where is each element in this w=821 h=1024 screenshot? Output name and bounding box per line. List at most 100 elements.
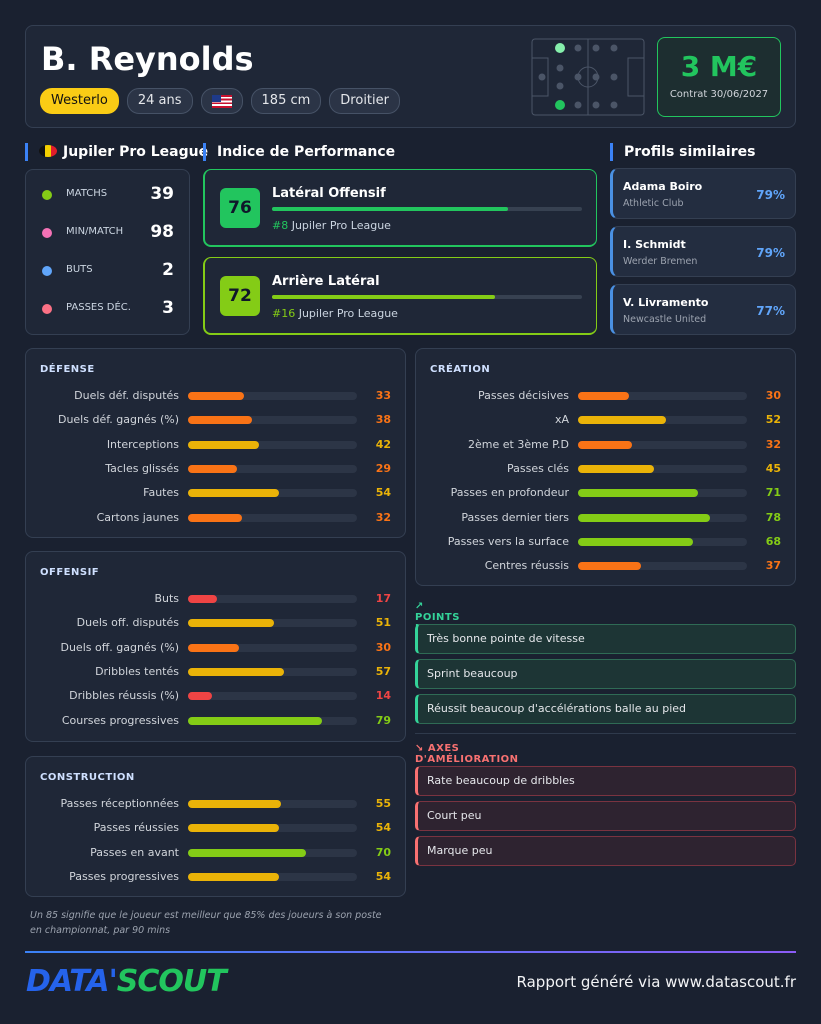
bar — [578, 513, 710, 522]
tags: Westerlo 24 ans 185 cm Droitier — [40, 88, 400, 114]
league-card: MATCHS 39 MIN/MATCH 98 BUTS 2 PASSES DÉC. 3 — [25, 169, 190, 335]
section-title: CRÉATION — [430, 364, 491, 375]
section-title: DÉFENSE — [40, 364, 95, 375]
similar-club: Athletic Club — [623, 198, 684, 209]
bar — [188, 595, 217, 603]
stat-value: 29 — [375, 461, 391, 475]
similar-card: Adama Boiro Athletic Club 79% — [610, 168, 796, 219]
stat-panel: CRÉATION Passes décisives 30 xA 52 2ème et 3è… — [415, 348, 796, 586]
logo: DATA'SCOUT — [26, 964, 227, 999]
stat-label: PASSES DÉC. — [66, 302, 131, 313]
stat-value: 42 — [375, 437, 391, 451]
similar-name: V. Livramento — [623, 296, 709, 309]
stat-value: 51 — [375, 616, 391, 630]
stat-label: Dribbles tentés — [95, 664, 179, 678]
stat-value: 32 — [375, 510, 391, 524]
bar — [578, 562, 641, 571]
similar-name: Adama Boiro — [623, 180, 703, 193]
score: 76 — [220, 188, 260, 228]
bar-track — [188, 489, 357, 498]
bar — [188, 824, 280, 833]
stat-label: Passes en profondeur — [450, 486, 569, 500]
section-title: OFFENSIF — [40, 567, 100, 578]
stat-label: Duels off. gagnés (%) — [60, 640, 179, 654]
stat-value: 98 — [150, 222, 174, 242]
performance-title: Indice de Performance — [203, 143, 395, 161]
stat-label: Buts — [154, 592, 179, 605]
tag: Westerlo — [40, 88, 119, 114]
tag: 185 cm — [250, 88, 322, 114]
stat-label: Passes clés — [507, 461, 569, 475]
bar-track — [188, 848, 357, 857]
bar-track — [188, 800, 357, 808]
bar — [578, 440, 633, 449]
stat-value: 79 — [375, 713, 391, 727]
stat-label: Passes vers la surface — [447, 534, 569, 548]
list-title: AXES D'AMÉLIORATION — [415, 743, 519, 765]
similar-card: I. Schmidt Werder Bremen 79% — [610, 226, 796, 277]
bar — [188, 440, 259, 449]
stat-value: 71 — [765, 486, 781, 500]
score-bar — [272, 207, 508, 211]
logo-left: DATA' — [26, 964, 118, 999]
score-track — [272, 295, 582, 299]
league-title: Jupiler Pro League — [63, 144, 209, 160]
stat-label: Passes réceptionnées — [60, 797, 180, 810]
stat-label: Interceptions — [106, 437, 179, 451]
rank: #16 — [272, 307, 296, 320]
stat-label: Duels déf. disputés — [74, 389, 179, 402]
stat-label: Dribbles réussis (%) — [69, 689, 179, 703]
list-heading: ↘ AXES D'AMÉLIORATION — [415, 743, 519, 765]
list-item: Marque peu — [415, 836, 796, 866]
bar — [188, 667, 285, 676]
bar-track — [578, 464, 747, 473]
bar-track — [188, 595, 357, 603]
bar — [188, 416, 253, 425]
stat-label: Passes décisives — [478, 389, 569, 402]
bar-track — [188, 392, 357, 400]
stat-value: 30 — [375, 640, 391, 654]
pitch — [531, 38, 645, 116]
similar-club: Newcastle United — [623, 314, 707, 325]
list-item: Réussit beaucoup d'accélérations balle a… — [415, 694, 796, 724]
stat-value: 33 — [375, 389, 391, 402]
stat-value: 54 — [375, 869, 391, 883]
bar-track — [578, 562, 747, 571]
logo-right: SCOUT — [116, 964, 227, 999]
stat-label: Passes dernier tiers — [461, 510, 569, 524]
bar-track — [188, 667, 357, 676]
bar — [188, 848, 307, 857]
stat-label: MIN/MATCH — [66, 226, 124, 237]
stat-value: 3 — [162, 298, 174, 318]
stat-label: xA — [554, 413, 569, 427]
stat-label: Centres réussis — [484, 559, 569, 573]
bar — [578, 392, 629, 400]
list-item: Très bonne pointe de vitesse — [415, 624, 796, 654]
section-title: CONSTRUCTION — [40, 772, 135, 783]
stat-value: 32 — [765, 437, 781, 451]
market-value: 3 M€ — [680, 50, 758, 83]
stat-value: 52 — [765, 413, 781, 427]
player-name: B. Reynolds — [41, 40, 254, 78]
rank-line: #8 Jupiler Pro League — [272, 219, 391, 232]
stat-icon — [42, 190, 52, 200]
stat-value: 54 — [375, 821, 391, 835]
stat-label: Passes réussies — [93, 821, 179, 835]
bar — [578, 464, 655, 473]
stat-value: 68 — [765, 534, 781, 548]
stat-label: Tacles glissés — [105, 461, 179, 475]
role: Latéral Offensif — [272, 186, 386, 201]
bar — [188, 800, 281, 808]
stat-label: Courses progressives — [61, 713, 179, 727]
bar — [578, 537, 693, 546]
score: 72 — [220, 276, 260, 316]
bar-track — [188, 692, 357, 701]
bar-track — [188, 716, 357, 725]
role: Arrière Latéral — [272, 274, 380, 289]
score-bar — [272, 295, 496, 299]
contract: Contrat 30/06/2027 — [669, 89, 769, 100]
similar-match: 79% — [756, 246, 785, 260]
bar — [188, 619, 275, 628]
stat-value: 57 — [375, 664, 391, 678]
